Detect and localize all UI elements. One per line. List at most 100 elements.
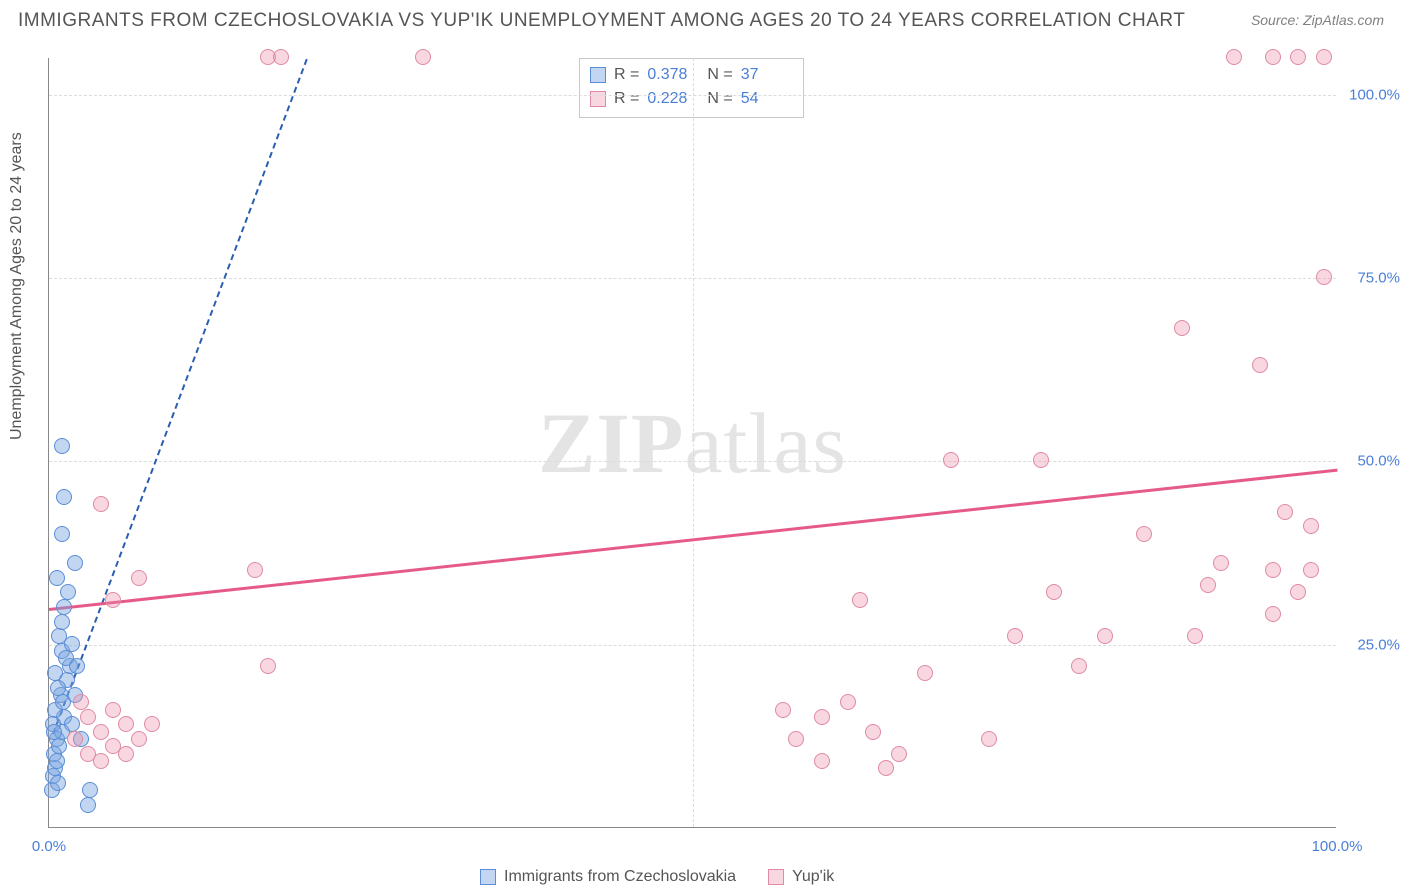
data-point-blue (51, 738, 67, 754)
data-point-pink (1316, 269, 1332, 285)
y-tick-label: 100.0% (1349, 86, 1400, 103)
data-point-pink (865, 724, 881, 740)
data-point-pink (247, 562, 263, 578)
data-point-blue (54, 614, 70, 630)
stats-row-pink: R = 0.228 N = 54 (590, 87, 793, 111)
data-point-blue (67, 555, 83, 571)
data-point-blue (64, 716, 80, 732)
legend-label: Yup'ik (792, 868, 834, 886)
data-point-pink (1007, 628, 1023, 644)
data-point-pink (1303, 518, 1319, 534)
data-point-pink (1265, 49, 1281, 65)
data-point-pink (80, 709, 96, 725)
stats-row-blue: R = 0.378 N = 37 (590, 63, 793, 87)
stats-n-label: N = (707, 66, 732, 84)
stats-r-value: 0.378 (647, 66, 699, 84)
data-point-pink (93, 724, 109, 740)
data-point-pink (118, 746, 134, 762)
stats-n-value: 54 (741, 90, 793, 108)
data-point-pink (917, 665, 933, 681)
data-point-pink (891, 746, 907, 762)
data-point-pink (105, 592, 121, 608)
data-point-pink (1136, 526, 1152, 542)
data-point-blue (60, 584, 76, 600)
data-point-pink (1046, 584, 1062, 600)
data-point-pink (878, 760, 894, 776)
data-point-blue (51, 628, 67, 644)
chart-title: IMMIGRANTS FROM CZECHOSLOVAKIA VS YUP'IK… (18, 10, 1185, 32)
stats-n-value: 37 (741, 66, 793, 84)
data-point-pink (131, 731, 147, 747)
legend-item: Immigrants from Czechoslovakia (480, 868, 736, 886)
stats-r-label: R = (614, 66, 639, 84)
data-point-blue (49, 753, 65, 769)
data-point-blue (56, 489, 72, 505)
source-attribution: Source: ZipAtlas.com (1251, 12, 1384, 28)
data-point-pink (1200, 577, 1216, 593)
data-point-pink (981, 731, 997, 747)
data-point-pink (1097, 628, 1113, 644)
scatter-plot-area: ZIPatlas R =0.378N =37R =0.228N =54 25.0… (48, 58, 1336, 828)
data-point-blue (82, 782, 98, 798)
data-point-pink (1226, 49, 1242, 65)
data-point-pink (67, 731, 83, 747)
correlation-stats-box: R = 0.378 N = 37 R = 0.228 N = 54 (579, 58, 804, 118)
data-point-pink (1187, 628, 1203, 644)
trend-line-blue (52, 59, 308, 734)
data-point-pink (93, 753, 109, 769)
data-point-pink (1265, 562, 1281, 578)
data-point-blue (80, 797, 96, 813)
x-tick-label: 0.0% (32, 838, 66, 855)
legend-item: Yup'ik (768, 868, 834, 886)
data-point-pink (273, 49, 289, 65)
data-point-pink (118, 716, 134, 732)
data-point-pink (852, 592, 868, 608)
data-point-blue (46, 724, 62, 740)
data-point-blue (54, 526, 70, 542)
data-point-pink (144, 716, 160, 732)
data-point-pink (788, 731, 804, 747)
legend-label: Immigrants from Czechoslovakia (504, 868, 736, 886)
data-point-pink (105, 702, 121, 718)
data-point-blue (50, 680, 66, 696)
data-point-pink (73, 694, 89, 710)
stats-n-label: N = (707, 90, 732, 108)
data-point-pink (1316, 49, 1332, 65)
y-tick-label: 75.0% (1357, 270, 1400, 287)
data-point-pink (1290, 49, 1306, 65)
legend-swatch (480, 869, 496, 885)
data-point-pink (1071, 658, 1087, 674)
data-point-pink (814, 709, 830, 725)
legend-swatch (768, 869, 784, 885)
data-point-pink (943, 452, 959, 468)
data-point-pink (840, 694, 856, 710)
y-tick-label: 25.0% (1357, 636, 1400, 653)
data-point-pink (775, 702, 791, 718)
watermark-rest: atlas (684, 395, 847, 491)
data-point-pink (1277, 504, 1293, 520)
data-point-blue (56, 599, 72, 615)
data-point-pink (415, 49, 431, 65)
data-point-pink (131, 570, 147, 586)
stats-r-value: 0.228 (647, 90, 699, 108)
y-axis-label: Unemployment Among Ages 20 to 24 years (8, 132, 26, 440)
data-point-pink (1265, 606, 1281, 622)
data-point-blue (69, 658, 85, 674)
data-point-pink (1303, 562, 1319, 578)
data-point-pink (260, 658, 276, 674)
stats-r-label: R = (614, 90, 639, 108)
series-legend: Immigrants from Czechoslovakia Yup'ik (480, 868, 834, 886)
data-point-blue (49, 570, 65, 586)
y-tick-label: 50.0% (1357, 453, 1400, 470)
watermark-bold: ZIP (538, 395, 684, 491)
data-point-pink (1213, 555, 1229, 571)
stats-swatch-pink (590, 91, 606, 107)
data-point-pink (1252, 357, 1268, 373)
data-point-pink (814, 753, 830, 769)
stats-swatch-blue (590, 67, 606, 83)
data-point-blue (47, 665, 63, 681)
data-point-pink (1290, 584, 1306, 600)
data-point-pink (1033, 452, 1049, 468)
data-point-pink (1174, 320, 1190, 336)
gridline-vertical (693, 58, 694, 827)
